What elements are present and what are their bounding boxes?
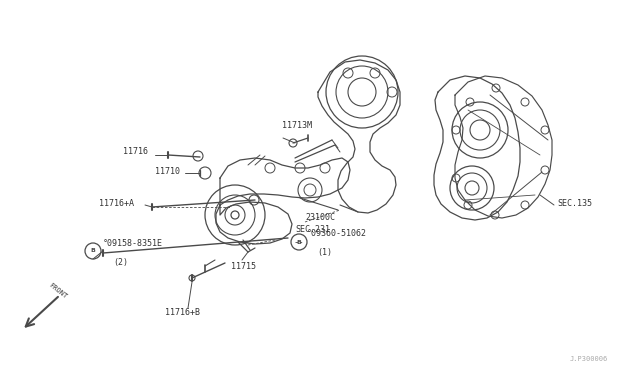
- Text: FRONT: FRONT: [48, 282, 68, 300]
- Text: (1): (1): [317, 248, 332, 257]
- Text: SEC.135: SEC.135: [557, 199, 592, 208]
- Text: 11713M: 11713M: [282, 121, 312, 130]
- Text: SEC.231: SEC.231: [295, 225, 330, 234]
- Text: 11716+A: 11716+A: [99, 199, 134, 208]
- Text: 11710: 11710: [155, 167, 180, 176]
- Text: J.P300006: J.P300006: [570, 356, 608, 362]
- Text: B: B: [91, 248, 95, 253]
- Text: 11716: 11716: [123, 147, 148, 155]
- Text: °09360-51062: °09360-51062: [307, 229, 367, 238]
- Text: 11715: 11715: [230, 262, 255, 271]
- Text: 11716+B: 11716+B: [166, 308, 200, 317]
- Text: 23100C: 23100C: [305, 214, 335, 222]
- Text: (2): (2): [113, 258, 128, 267]
- Text: °09158-8351E: °09158-8351E: [103, 239, 163, 248]
- Text: B: B: [296, 240, 301, 244]
